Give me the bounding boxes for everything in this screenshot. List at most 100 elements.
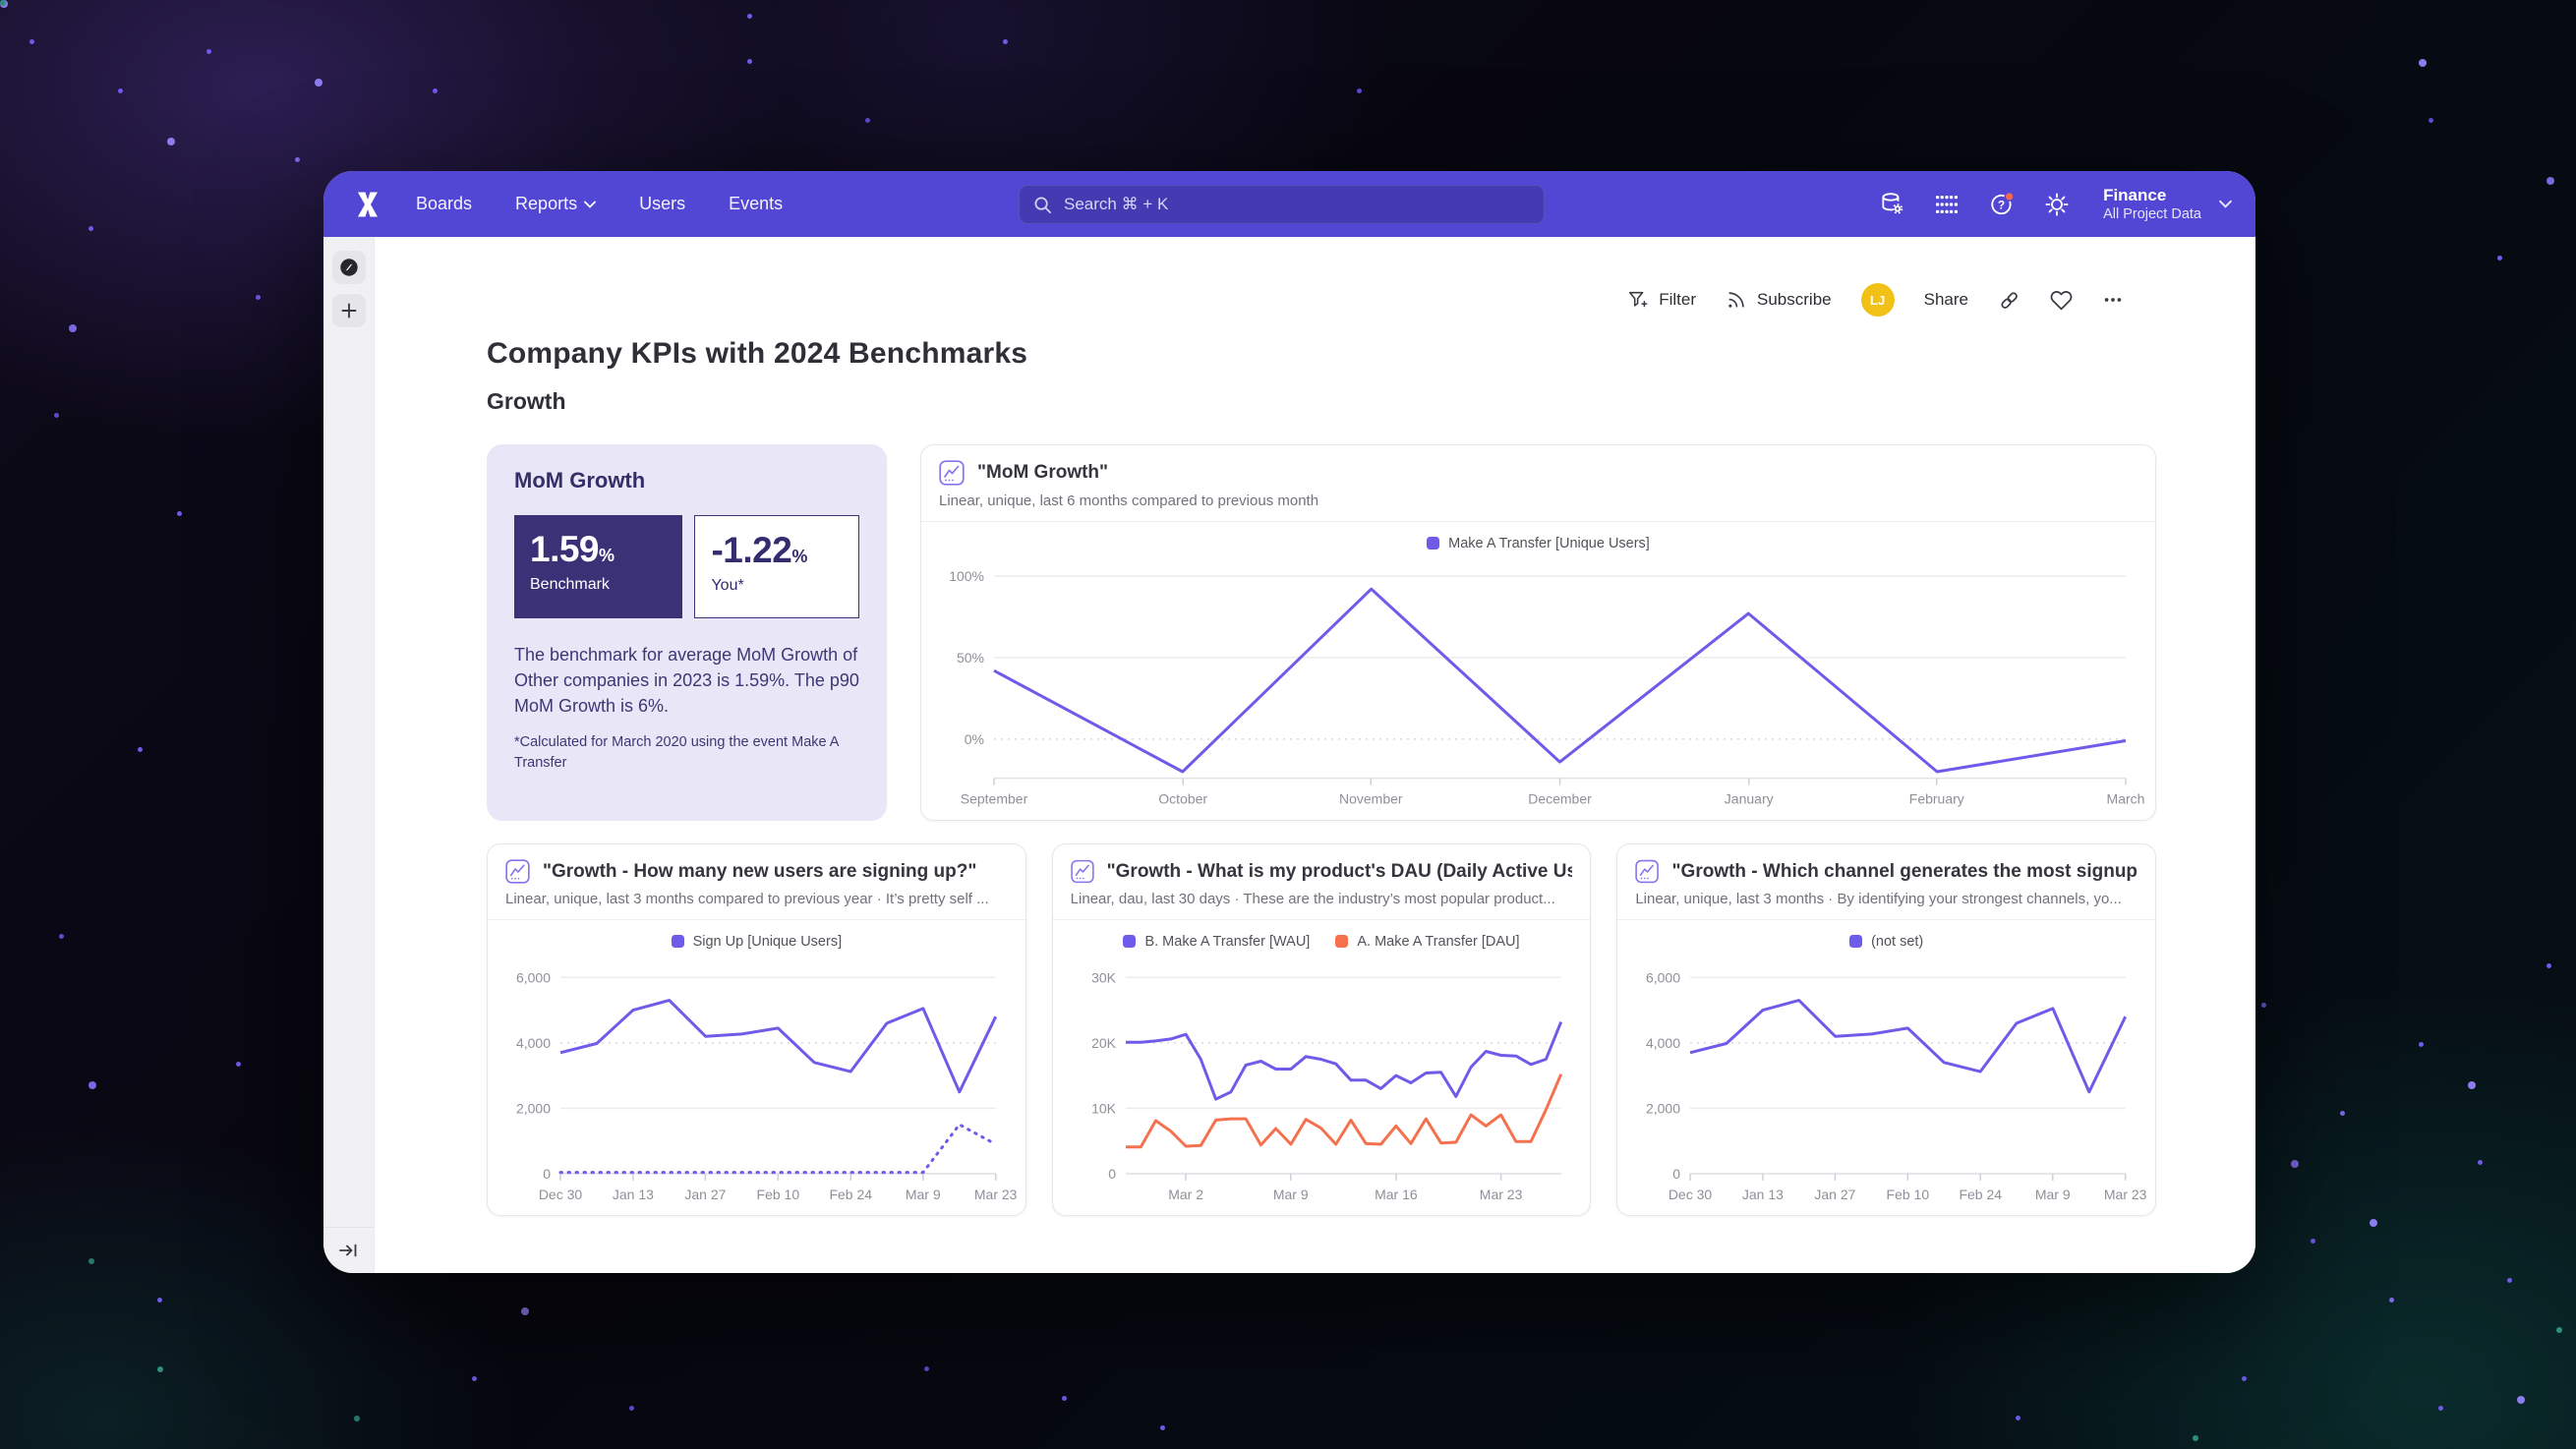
chart-body: Sign Up [Unique Users] 0 2,000 4,000 6,000 D… — [488, 920, 1025, 1215]
chart-card-mom-growth[interactable]: "MoM Growth" Linear, unique, last 6 mont… — [920, 444, 2156, 821]
chart-title[interactable]: "MoM Growth" — [977, 462, 1109, 483]
svg-text:100%: 100% — [949, 568, 984, 584]
svg-text:Dec 30: Dec 30 — [1669, 1187, 1713, 1202]
svg-text:January: January — [1725, 791, 1774, 807]
svg-text:Mar 23: Mar 23 — [2104, 1187, 2147, 1202]
benchmark-unit: % — [599, 546, 615, 565]
chart-body: (not set) 0 2,000 4,000 6,000 Dec 30 Jan 13 Ja… — [1617, 920, 2155, 1215]
rss-icon — [1728, 292, 1744, 308]
you-value-box: -1.22% You* — [694, 515, 859, 618]
svg-text:September: September — [961, 791, 1028, 807]
chart-legend[interactable]: (not set) — [1633, 928, 2139, 955]
project-scope: All Project Data — [2103, 206, 2201, 223]
help-icon[interactable]: ? — [1989, 191, 2015, 217]
more-options-button[interactable] — [2102, 289, 2124, 311]
line-chart-icon — [505, 859, 530, 884]
svg-text:Feb 24: Feb 24 — [829, 1187, 872, 1202]
legend-item[interactable]: (not set) — [1849, 934, 1923, 950]
chart-card-channels[interactable]: "Growth - Which channel generates the mo… — [1616, 843, 2157, 1216]
avatar[interactable]: LJ — [1860, 283, 1895, 317]
svg-text:Mar 9: Mar 9 — [906, 1187, 941, 1202]
data-management-icon[interactable] — [1879, 192, 1904, 217]
legend-item[interactable]: Sign Up [Unique Users] — [671, 934, 842, 950]
share-label: Share — [1923, 290, 1968, 309]
svg-text:December: December — [1528, 791, 1592, 807]
chart-subtitle: Linear, unique, last 3 months compared t… — [505, 891, 989, 907]
chart-card-signups[interactable]: "Growth - How many new users are signing… — [487, 843, 1026, 1216]
app-window: Boards Reports Users Events Search ⌘ + K — [323, 171, 2255, 1273]
benchmark-footnote: *Calculated for March 2020 using the eve… — [514, 734, 839, 771]
link-icon — [2001, 291, 2018, 309]
compass-icon — [339, 259, 358, 276]
nav-item-events[interactable]: Events — [729, 194, 783, 214]
chart-legend[interactable]: Make A Transfer [Unique Users] — [937, 530, 2139, 556]
search-placeholder: Search ⌘ + K — [1064, 195, 1169, 213]
svg-text:2,000: 2,000 — [1646, 1100, 1680, 1116]
svg-text:30K: 30K — [1091, 969, 1117, 985]
section-heading: Growth — [487, 388, 566, 414]
settings-gear-icon[interactable] — [2044, 192, 2070, 217]
line-chart-plot[interactable]: 0 2,000 4,000 6,000 Dec 30 Jan 13 Jan 27 Feb 10… — [503, 955, 1018, 1209]
nav-item-users[interactable]: Users — [639, 194, 685, 214]
nav-item-reports[interactable]: Reports — [515, 194, 596, 214]
svg-text:Feb 10: Feb 10 — [757, 1187, 800, 1202]
chart-legend[interactable]: Sign Up [Unique Users] — [503, 928, 1010, 955]
svg-text:?: ? — [1998, 198, 2005, 211]
svg-text:0: 0 — [1673, 1166, 1681, 1182]
nav-item-boards[interactable]: Boards — [416, 194, 472, 214]
nav-label: Events — [729, 194, 784, 213]
chart-legend[interactable]: B. Make A Transfer [WAU] A. Make A Transf… — [1069, 928, 1575, 955]
you-label: You* — [711, 577, 744, 594]
apps-grid-icon[interactable] — [1934, 192, 1960, 217]
line-chart-plot[interactable]: 0 2,000 4,000 6,000 Dec 30 Jan 13 Jan 27 Feb 10… — [1633, 955, 2147, 1209]
board-toolbar: Filter Subscribe LJ Share — [487, 278, 2124, 321]
svg-text:4,000: 4,000 — [1646, 1035, 1680, 1051]
project-switcher[interactable]: Finance All Project Data — [2103, 185, 2232, 223]
chevron-down-icon — [2219, 200, 2232, 208]
legend-item[interactable]: Make A Transfer [Unique Users] — [1427, 536, 1650, 551]
svg-text:Mar 23: Mar 23 — [1479, 1187, 1522, 1202]
benchmark-description: The benchmark for average MoM Growth of … — [514, 645, 859, 716]
nav-label: Reports — [515, 194, 578, 213]
search-input[interactable]: Search ⌘ + K — [1019, 185, 1545, 224]
legend-item[interactable]: A. Make A Transfer [DAU] — [1335, 934, 1520, 950]
svg-text:Mar 9: Mar 9 — [1273, 1187, 1309, 1202]
subscribe-button[interactable]: Subscribe — [1726, 289, 1832, 311]
line-chart-icon — [1635, 859, 1660, 884]
nav-right-cluster: ? Finance All Projec — [1879, 185, 2232, 223]
chart-title[interactable]: "Growth - Which channel generates the mo… — [1671, 860, 2138, 882]
add-board-button[interactable] — [331, 294, 366, 327]
nav-label: Users — [639, 194, 686, 213]
chart-body: Make A Transfer [Unique Users] 0% 50% 100%… — [921, 522, 2155, 820]
svg-text:Mar 23: Mar 23 — [974, 1187, 1018, 1202]
svg-text:10K: 10K — [1091, 1100, 1117, 1116]
legend-item[interactable]: B. Make A Transfer [WAU] — [1123, 934, 1310, 950]
avatar-initials: LJ — [1870, 292, 1886, 308]
svg-text:0: 0 — [543, 1166, 551, 1182]
chart-body: B. Make A Transfer [WAU] A. Make A Transf… — [1053, 920, 1591, 1215]
favorite-button[interactable] — [2050, 289, 2073, 312]
line-chart-plot[interactable]: 0% 50% 100% September October November Decembe… — [937, 556, 2144, 814]
copy-link-button[interactable] — [1998, 289, 2020, 312]
chart-card-dau[interactable]: "Growth - What is my product's DAU (Dail… — [1051, 843, 1592, 1216]
benchmark-label: Benchmark — [530, 576, 610, 593]
chevron-down-icon — [584, 201, 596, 208]
left-rail — [323, 237, 375, 1273]
plus-icon — [341, 303, 356, 319]
svg-text:February: February — [1909, 791, 1964, 807]
boards-compass-button[interactable] — [331, 251, 366, 284]
svg-text:Jan 27: Jan 27 — [1815, 1187, 1856, 1202]
svg-text:Feb 10: Feb 10 — [1887, 1187, 1930, 1202]
chart-title[interactable]: "Growth - What is my product's DAU (Dail… — [1106, 860, 1573, 882]
svg-text:Jan 13: Jan 13 — [613, 1187, 654, 1202]
heart-icon — [2050, 290, 2073, 310]
expand-sidebar-button[interactable] — [332, 1236, 366, 1265]
line-chart-plot[interactable]: 0 10K 20K 30K Mar 2 Mar 9 Mar 16 Mar 23 — [1069, 955, 1575, 1209]
share-button[interactable]: Share — [1924, 290, 1968, 310]
search-icon — [1034, 197, 1051, 213]
chart-subtitle: Linear, unique, last 6 months compared t… — [939, 493, 1319, 509]
chart-title[interactable]: "Growth - How many new users are signing… — [543, 860, 977, 882]
mixpanel-logo-icon[interactable] — [353, 188, 386, 221]
filter-button[interactable]: Filter — [1627, 289, 1696, 311]
svg-text:Jan 13: Jan 13 — [1742, 1187, 1784, 1202]
